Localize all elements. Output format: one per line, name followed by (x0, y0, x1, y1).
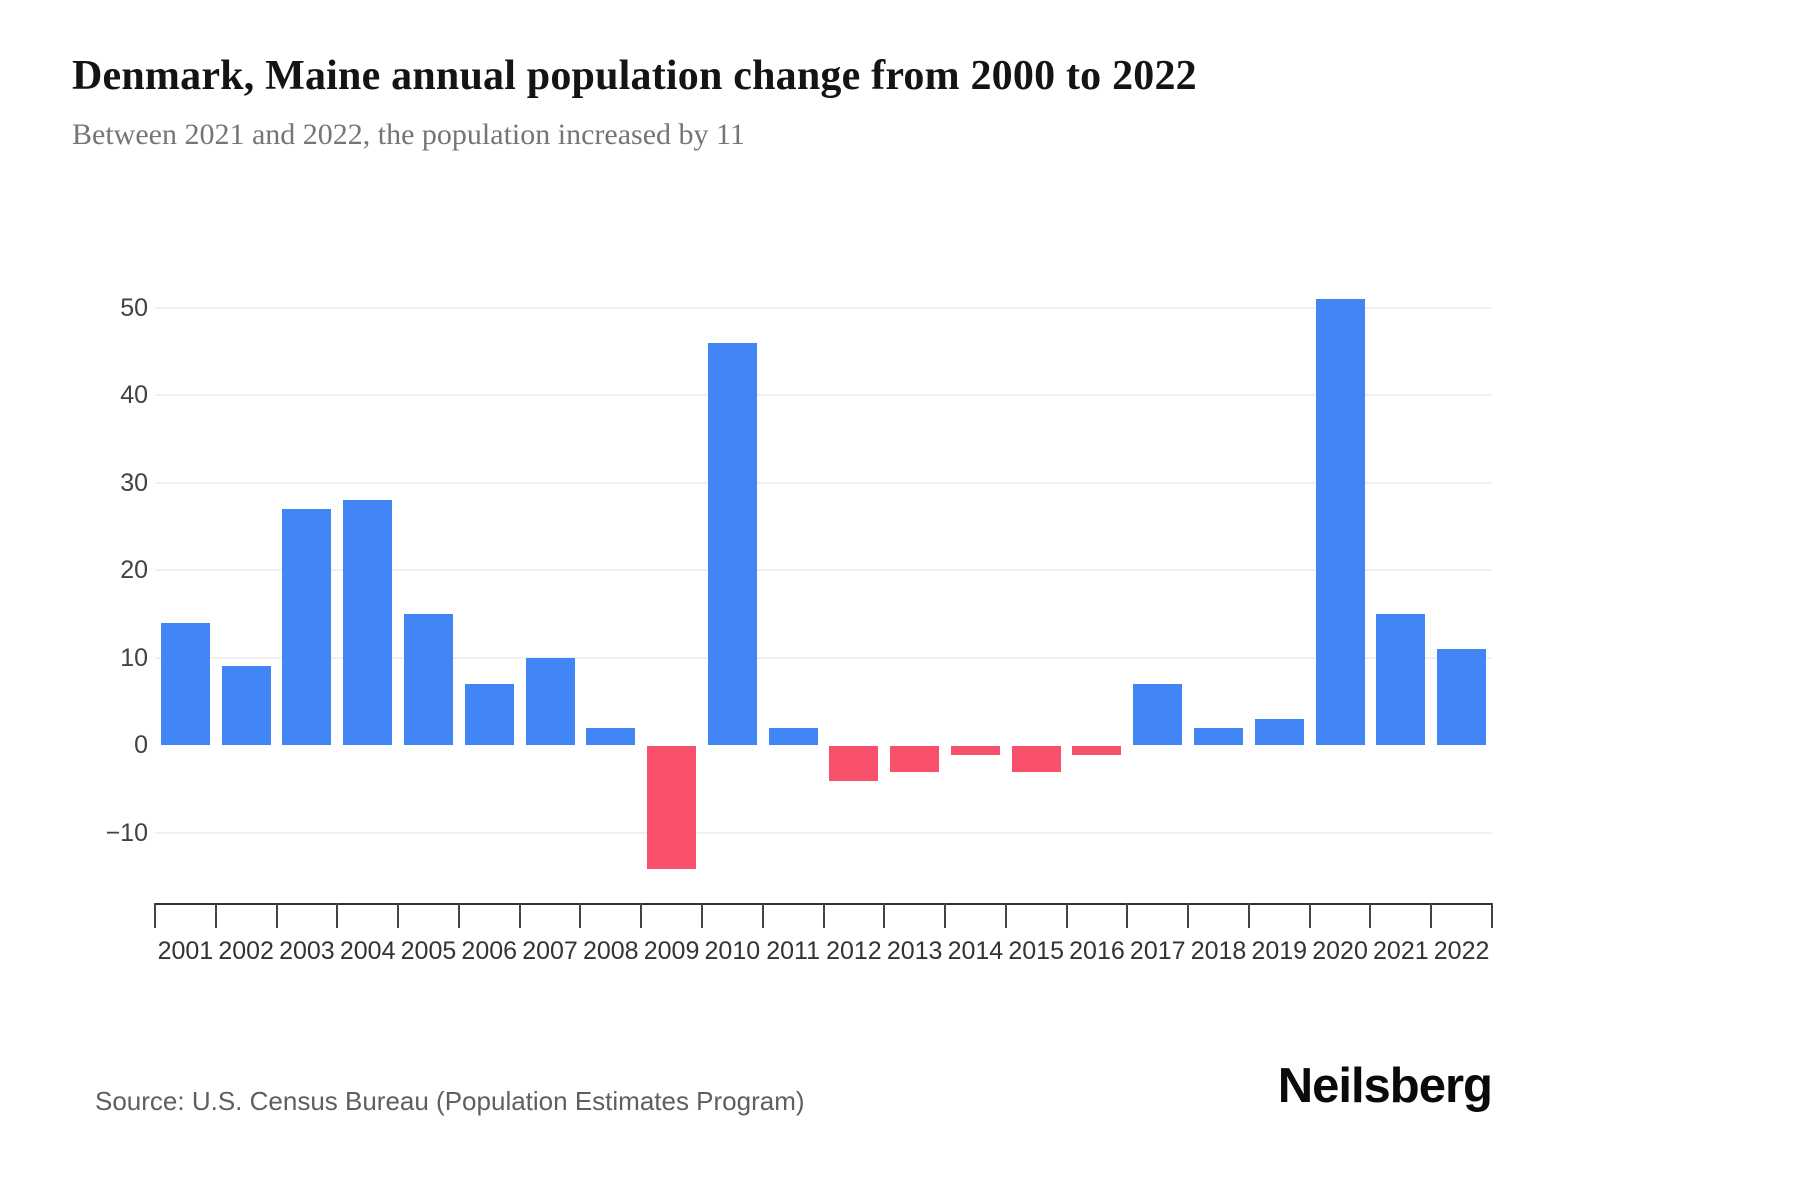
x-tick-label-2018: 2018 (1190, 937, 1247, 965)
chart-title: Denmark, Maine annual population change … (72, 53, 1197, 99)
bar-2003[interactable] (282, 508, 332, 745)
y-tick-label-40: 40 (120, 381, 148, 409)
bar-2021[interactable] (1376, 613, 1426, 745)
x-axis-tick-15 (1065, 903, 1068, 928)
gridline-50 (155, 306, 1492, 309)
x-tick-label-2020: 2020 (1312, 937, 1368, 965)
x-tick-label-2008: 2008 (582, 937, 639, 965)
bar-2005[interactable] (403, 613, 453, 745)
source-note: Source: U.S. Census Bureau (Population E… (95, 1086, 805, 1116)
gridline-30 (155, 481, 1492, 484)
bar-2019[interactable] (1254, 718, 1304, 745)
x-axis-tick-4 (397, 903, 400, 928)
bar-2010[interactable] (707, 342, 757, 745)
x-tick-label-2015: 2015 (1008, 937, 1064, 965)
x-tick-label-2006: 2006 (461, 937, 518, 965)
bar-2001[interactable] (160, 622, 210, 745)
x-axis-tick-20 (1369, 903, 1372, 928)
bar-2013[interactable] (890, 746, 940, 773)
y-tick-label-0: 0 (134, 731, 148, 759)
bar-2022[interactable] (1437, 648, 1487, 745)
bar-2020[interactable] (1315, 298, 1365, 745)
x-axis-tick-12 (883, 903, 886, 928)
bar-2009[interactable] (647, 746, 697, 869)
y-tick-label-−10: −10 (105, 818, 148, 847)
bar-2011[interactable] (768, 727, 818, 745)
x-axis-tick-6 (518, 903, 521, 928)
x-tick-label-2017: 2017 (1129, 937, 1186, 965)
x-axis-tick-16 (1126, 903, 1129, 928)
x-tick-label-2004: 2004 (339, 937, 396, 965)
y-tick-label-50: 50 (120, 293, 148, 322)
y-tick-label-10: 10 (120, 643, 148, 672)
x-axis-tick-18 (1247, 903, 1250, 928)
x-tick-label-2007: 2007 (522, 937, 578, 965)
y-tick-label-30: 30 (120, 468, 148, 497)
x-tick-label-2022: 2022 (1433, 937, 1490, 965)
x-tick-label-2012: 2012 (826, 937, 882, 965)
bar-2018[interactable] (1194, 727, 1244, 745)
x-axis-tick-11 (822, 903, 825, 928)
neilsberg-logo: Neilsberg (1277, 1059, 1493, 1113)
bar-2016[interactable] (1072, 746, 1122, 755)
x-tick-label-2001: 2001 (157, 937, 214, 965)
x-tick-label-2019: 2019 (1251, 937, 1308, 965)
bar-2002[interactable] (221, 666, 271, 745)
bar-2008[interactable] (586, 727, 636, 745)
bar-2014[interactable] (950, 746, 1000, 755)
x-axis-tick-5 (457, 903, 460, 928)
bar-2015[interactable] (1011, 746, 1061, 773)
x-tick-label-2021: 2021 (1373, 937, 1429, 965)
x-axis-tick-19 (1308, 903, 1311, 928)
x-tick-label-2009: 2009 (643, 937, 700, 965)
x-axis-tick-3 (336, 903, 339, 928)
gridline-20 (155, 569, 1492, 571)
x-tick-label-2003: 2003 (279, 937, 335, 965)
x-axis-tick-21 (1430, 903, 1433, 928)
x-tick-label-2005: 2005 (400, 937, 457, 965)
gridline-40 (155, 394, 1492, 396)
x-tick-label-2010: 2010 (704, 937, 761, 965)
gridline-10 (155, 656, 1492, 659)
bar-2007[interactable] (525, 657, 575, 745)
x-axis-tick-9 (700, 903, 703, 928)
x-axis-tick-14 (1004, 903, 1007, 928)
x-axis-tick-8 (640, 903, 643, 928)
x-axis-tick-1 (214, 903, 217, 928)
x-tick-label-2002: 2002 (218, 937, 274, 965)
x-tick-label-2011: 2011 (766, 937, 820, 965)
x-tick-label-2014: 2014 (947, 937, 1004, 965)
bar-2017[interactable] (1133, 683, 1183, 745)
x-axis-tick-0 (154, 903, 156, 928)
bar-2012[interactable] (829, 746, 879, 781)
x-tick-label-2013: 2013 (886, 937, 943, 965)
x-axis-tick-10 (761, 903, 764, 928)
x-axis-tick-2 (275, 903, 278, 928)
bar-2004[interactable] (343, 500, 393, 745)
population-change-bar-chart: 50 40 30 20 10 0 −10 2001 2002 2003 2004 2005 2006 2… (0, 240, 1800, 980)
x-axis-tick-13 (944, 903, 947, 928)
chart-subtitle: Between 2021 and 2022, the population in… (72, 118, 745, 151)
x-axis-tick-17 (1187, 903, 1190, 928)
x-tick-label-2016: 2016 (1069, 937, 1125, 965)
x-axis-tick-7 (579, 903, 582, 928)
bar-2006[interactable] (464, 683, 514, 745)
gridline-−10 (155, 831, 1492, 834)
x-axis-tick-22 (1491, 903, 1493, 928)
y-tick-label-20: 20 (120, 556, 148, 584)
